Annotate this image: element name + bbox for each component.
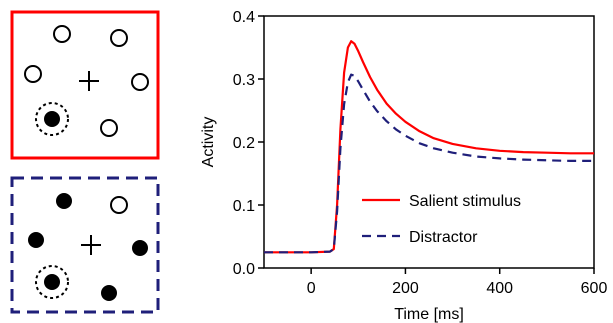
series-line-salient [264, 40, 594, 254]
cue-ring [35, 265, 69, 299]
distractor-display-panel [10, 176, 160, 314]
open-circle-item [110, 29, 128, 47]
x-axis-label: Time [ms] [394, 306, 464, 323]
y-tick-label: 0.4 [233, 9, 255, 26]
y-tick-label: 0.3 [233, 72, 255, 89]
fixation-cross [81, 235, 101, 255]
open-circle-item [100, 119, 118, 137]
filled-circle-item [132, 240, 148, 256]
open-circle-item [24, 65, 42, 83]
y-axis-label: Activity [200, 117, 217, 168]
axis-ticks: 0.0 0.1 0.2 0.3 0.4 0 200 400 600 [233, 9, 608, 297]
filled-circle-item [44, 274, 60, 290]
series-line-distractor [264, 73, 594, 254]
filled-circle-item [28, 232, 44, 248]
filled-circle-item [101, 285, 117, 301]
open-circle-item [131, 73, 149, 91]
legend: Salient stimulus Distractor [362, 193, 521, 246]
fixation-cross [79, 71, 99, 91]
cue-ring [35, 102, 69, 136]
x-tick-label: 0 [307, 280, 316, 297]
activity-chart: 0.0 0.1 0.2 0.3 0.4 0 200 400 600 Activity Time … [200, 9, 607, 323]
open-circle-item [53, 25, 71, 43]
x-tick-label: 400 [486, 280, 513, 297]
salient-display-border [10, 10, 160, 160]
legend-label-distractor: Distractor [409, 229, 478, 246]
open-circle-item [110, 196, 128, 214]
salient-display-panel [10, 10, 160, 160]
x-tick-label: 600 [581, 280, 608, 297]
distractor-display-border [10, 176, 160, 314]
y-tick-label: 0.0 [233, 261, 255, 278]
series-layer [264, 40, 594, 254]
x-tick-label: 200 [392, 280, 419, 297]
legend-label-salient: Salient stimulus [409, 193, 521, 210]
y-tick-label: 0.1 [233, 198, 255, 215]
filled-circle-item [56, 193, 72, 209]
filled-circle-item [44, 111, 60, 127]
y-tick-label: 0.2 [233, 135, 255, 152]
